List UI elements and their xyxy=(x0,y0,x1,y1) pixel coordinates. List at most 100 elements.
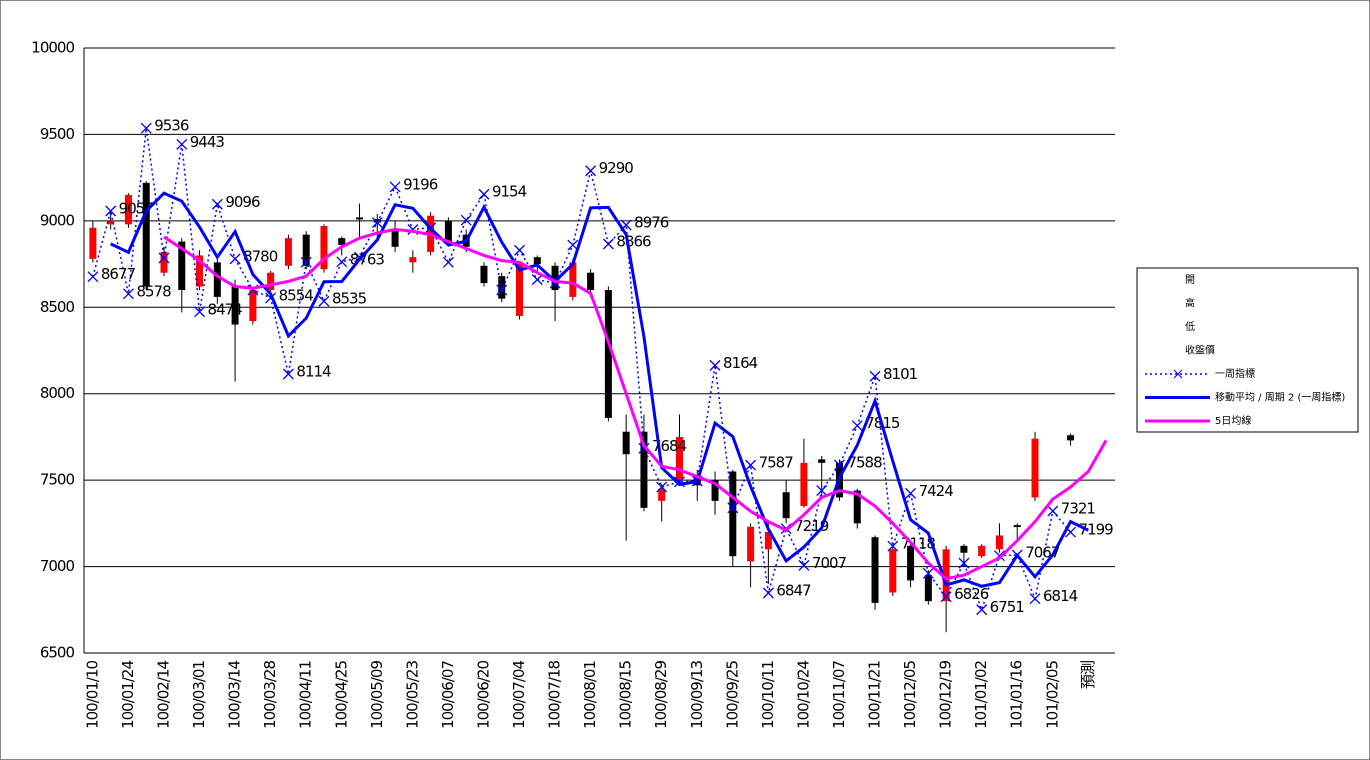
candle-body xyxy=(516,264,524,316)
candle-body xyxy=(818,459,826,463)
candle-body xyxy=(942,549,950,602)
x-marker xyxy=(940,591,952,603)
candle-body xyxy=(1067,435,1075,441)
x-tick-label: 100/02/14 xyxy=(154,661,172,729)
legend-label: 5日均線 xyxy=(1215,414,1251,427)
data-label: 7321 xyxy=(1061,500,1096,518)
x-marker xyxy=(798,559,810,571)
x-marker xyxy=(602,238,614,250)
x-marker xyxy=(727,502,739,514)
x-tick-label: 100/11/07 xyxy=(830,661,848,729)
candle-body xyxy=(533,257,541,265)
candle-body xyxy=(764,532,772,550)
y-tick-label: 7500 xyxy=(40,471,75,489)
data-label: 9196 xyxy=(403,175,438,193)
x-marker xyxy=(816,485,828,496)
y-tick-label: 8500 xyxy=(40,298,75,316)
x-marker xyxy=(745,459,757,471)
x-marker xyxy=(656,481,668,493)
x-marker xyxy=(122,288,134,300)
candle-body xyxy=(622,431,630,455)
data-label: 9443 xyxy=(190,133,225,151)
candle-body xyxy=(978,545,986,557)
legend-label: 開 xyxy=(1185,274,1195,286)
x-tick-label: 預測 xyxy=(1079,661,1097,689)
candle-body xyxy=(373,219,381,223)
x-tick-label: 100/08/15 xyxy=(617,661,635,729)
x-tick-label: 100/03/01 xyxy=(190,661,208,729)
x-tick-label: 101/02/05 xyxy=(1043,661,1061,729)
legend-box xyxy=(1136,267,1359,433)
candle-body xyxy=(658,488,666,501)
candle-body xyxy=(729,471,737,557)
x-marker xyxy=(567,239,579,251)
candle-body xyxy=(747,526,755,562)
x-marker xyxy=(834,459,845,471)
x-marker xyxy=(887,540,899,552)
data-label: 6847 xyxy=(776,582,811,600)
candle-body xyxy=(924,575,932,602)
x-marker xyxy=(87,271,99,283)
line-series xyxy=(110,191,1089,588)
x-marker xyxy=(282,368,294,380)
legend-label: 移動平均 / 周期 2 (一周指標) xyxy=(1215,391,1345,404)
data-label: 8164 xyxy=(723,354,758,372)
candle-body xyxy=(587,272,595,290)
y-tick-label: 7000 xyxy=(40,557,75,575)
data-label: 8976 xyxy=(634,214,669,232)
y-tick-label: 6500 xyxy=(40,644,75,662)
data-label: 9536 xyxy=(154,117,189,135)
candle-body xyxy=(284,238,292,266)
x-marker xyxy=(371,217,383,229)
x-marker xyxy=(140,122,152,134)
data-label: 8780 xyxy=(243,247,278,265)
y-tick-label: 9500 xyxy=(40,125,75,143)
candle-body xyxy=(444,220,452,244)
x-tick-label: 100/09/25 xyxy=(723,661,741,729)
candle-body xyxy=(907,545,915,581)
candle-body xyxy=(498,276,506,299)
data-label: 8554 xyxy=(279,286,314,304)
x-marker xyxy=(709,359,721,371)
candle-body xyxy=(231,286,239,325)
candle-body xyxy=(675,436,683,481)
x-tick-label: 100/03/14 xyxy=(226,661,244,729)
x-tick-label: 100/10/24 xyxy=(794,661,812,729)
x-marker xyxy=(336,256,348,268)
data-label: 7118 xyxy=(901,535,936,553)
x-tick-label: 100/09/13 xyxy=(688,661,706,729)
x-tick-label: 100/06/07 xyxy=(439,661,457,729)
candle-body xyxy=(604,290,612,418)
candle-body xyxy=(569,262,577,297)
x-marker xyxy=(389,181,401,193)
data-label: 7424 xyxy=(919,482,954,500)
data-label: 8578 xyxy=(136,282,171,300)
x-tick-label: 100/05/09 xyxy=(368,661,386,729)
x-tick-label: 100/03/28 xyxy=(261,661,279,729)
candle-body xyxy=(249,290,257,322)
x-tick-label: 101/01/02 xyxy=(972,661,990,729)
x-tick-label: 100/12/19 xyxy=(937,661,955,729)
candle-body xyxy=(853,490,861,524)
candle-body xyxy=(196,255,204,287)
candle-body xyxy=(178,241,186,290)
legend-label: 高 xyxy=(1185,297,1195,310)
y-tick-label: 9000 xyxy=(40,211,75,229)
candle-body xyxy=(320,226,328,270)
candle-body xyxy=(142,182,150,287)
candle-body xyxy=(995,535,1003,550)
candle-body xyxy=(160,251,168,273)
data-label: 7587 xyxy=(759,454,794,472)
candle-body xyxy=(213,262,221,297)
legend-marker xyxy=(1173,369,1183,379)
candle-body xyxy=(409,257,417,263)
x-marker xyxy=(1029,593,1041,605)
y-tick-label: 10000 xyxy=(31,39,74,57)
x-marker xyxy=(105,205,117,217)
y-tick-label: 8000 xyxy=(40,384,75,402)
x-marker xyxy=(460,214,472,226)
x-marker xyxy=(300,256,312,268)
data-label: 8101 xyxy=(883,365,918,383)
candle-body xyxy=(640,431,648,508)
